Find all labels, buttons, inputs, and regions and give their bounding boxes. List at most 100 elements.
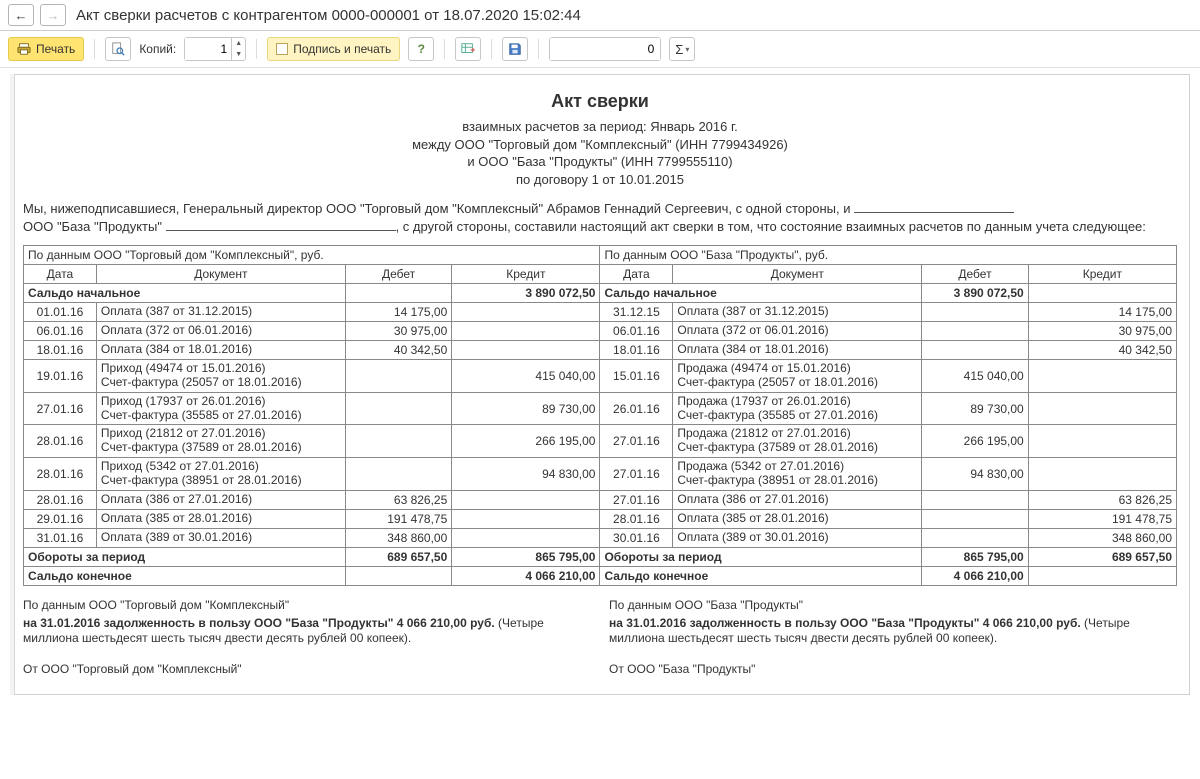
turn-right-credit: 689 657,50	[1028, 547, 1176, 566]
from-right: От ООО "База "Продукты"	[609, 662, 1177, 676]
spinner-up-icon[interactable]: ▲	[232, 38, 245, 49]
cell-right-debit: 266 195,00	[922, 425, 1028, 458]
table-row: 18.01.16Оплата (384 от 18.01.2016)40 342…	[24, 341, 1177, 360]
export-button[interactable]	[455, 37, 481, 61]
sigma-icon: Σ	[675, 42, 683, 57]
table-export-icon	[461, 42, 475, 56]
right-party-header: По данным ООО "База "Продукты", руб.	[600, 246, 1177, 265]
copies-input[interactable]	[185, 38, 231, 60]
table-row: 28.01.16Приход (5342 от 27.01.2016)Счет-…	[24, 458, 1177, 491]
cell-left-debit: 40 342,50	[345, 341, 451, 360]
para-text: , с другой стороны, составили настоящий …	[396, 219, 1146, 234]
cell-left-date: 28.01.16	[24, 490, 97, 509]
cell-right-doc: Продажа (21812 от 27.01.2016)Счет-фактур…	[673, 425, 922, 458]
separator	[256, 39, 257, 59]
cell-right-debit	[922, 528, 1028, 547]
checkbox-icon	[276, 43, 288, 55]
nav-back-button[interactable]: ←	[8, 4, 34, 26]
footer-left-body: на 31.01.2016 задолженность в пользу ООО…	[23, 616, 498, 630]
table-row: 01.01.16Оплата (387 от 31.12.2015)14 175…	[24, 303, 1177, 322]
cell-left-debit: 14 175,00	[345, 303, 451, 322]
sub-line: между ООО "Торговый дом "Комплексный" (И…	[412, 137, 788, 152]
para-text: Мы, нижеподписавшиеся, Генеральный дирек…	[23, 201, 854, 216]
close-label: Сальдо конечное	[600, 566, 922, 585]
footer-left: По данным ООО "Торговый дом "Комплексный…	[23, 598, 591, 676]
closing-balance-row: Сальдо конечное 4 066 210,00 Сальдо коне…	[24, 566, 1177, 585]
col-document: Документ	[673, 265, 922, 284]
toolbar: Печать Копий: ▲ ▼ Подпись и печать ?	[0, 31, 1200, 68]
cell-right-date: 06.01.16	[600, 322, 673, 341]
help-button[interactable]: ?	[408, 37, 434, 61]
spinner-down-icon[interactable]: ▼	[232, 49, 245, 60]
cell-right-date: 27.01.16	[600, 425, 673, 458]
doc-subheader: взаимных расчетов за период: Январь 2016…	[23, 118, 1177, 188]
separator	[444, 39, 445, 59]
cell-right-date: 28.01.16	[600, 509, 673, 528]
cell-right-credit	[1028, 458, 1176, 491]
cell-left-date: 01.01.16	[24, 303, 97, 322]
cell-left-debit: 348 860,00	[345, 528, 451, 547]
document: Акт сверки взаимных расчетов за период: …	[10, 74, 1190, 695]
cell-left-doc: Приход (5342 от 27.01.2016)Счет-фактура …	[96, 458, 345, 491]
col-document: Документ	[96, 265, 345, 284]
close-right-debit: 4 066 210,00	[922, 566, 1028, 585]
cell-right-credit: 14 175,00	[1028, 303, 1176, 322]
cell-right-debit	[922, 509, 1028, 528]
table-header-parties: По данным ООО "Торговый дом "Комплексный…	[24, 246, 1177, 265]
col-debit: Дебет	[922, 265, 1028, 284]
sign-and-stamp-button[interactable]: Подпись и печать	[267, 37, 400, 61]
save-button[interactable]	[502, 37, 528, 61]
copies-label: Копий:	[139, 42, 176, 56]
sum-input[interactable]	[550, 38, 660, 60]
cell-right-date: 15.01.16	[600, 360, 673, 393]
open-left-credit: 3 890 072,50	[452, 284, 600, 303]
diskette-icon	[508, 42, 522, 56]
cell-left-debit: 63 826,25	[345, 490, 451, 509]
opening-balance-row: Сальдо начальное 3 890 072,50 Сальдо нач…	[24, 284, 1177, 303]
footer-right-body: на 31.01.2016 задолженность в пользу ООО…	[609, 616, 1084, 630]
table-header-cols: Дата Документ Дебет Кредит Дата Документ…	[24, 265, 1177, 284]
cell-left-date: 28.01.16	[24, 458, 97, 491]
open-right-debit: 3 890 072,50	[922, 284, 1028, 303]
cell-right-doc: Оплата (385 от 28.01.2016)	[673, 509, 922, 528]
cell-right-date: 27.01.16	[600, 458, 673, 491]
sign-label: Подпись и печать	[293, 42, 391, 56]
doc-title: Акт сверки	[23, 91, 1177, 112]
table-row: 28.01.16 Оплата (386 от 27.01.2016) 63 826…	[24, 490, 1177, 509]
sub-line: и ООО "База "Продукты" (ИНН 7799555110)	[467, 154, 732, 169]
sum-value-box[interactable]	[549, 37, 661, 61]
help-icon: ?	[418, 42, 425, 56]
separator	[94, 39, 95, 59]
nav-forward-button[interactable]: →	[40, 4, 66, 26]
cell-left-date: 28.01.16	[24, 425, 97, 458]
cell-left-doc: Оплата (384 от 18.01.2016)	[96, 341, 345, 360]
blank-line	[854, 202, 1014, 214]
cell-left-credit: 89 730,00	[452, 392, 600, 425]
cell-left-debit	[345, 458, 451, 491]
preview-button[interactable]	[105, 37, 131, 61]
close-label: Сальдо конечное	[24, 566, 346, 585]
cell-right-date: 18.01.16	[600, 341, 673, 360]
open-label: Сальдо начальное	[24, 284, 346, 303]
from-left: От ООО "Торговый дом "Комплексный"	[23, 662, 591, 676]
document-area: Акт сверки взаимных расчетов за период: …	[0, 68, 1200, 715]
table-row: 28.01.16Приход (21812 от 27.01.2016)Счет…	[24, 425, 1177, 458]
sum-dropdown-button[interactable]: Σ ▾	[669, 37, 695, 61]
cell-right-doc: Оплата (386 от 27.01.2016)	[673, 490, 922, 509]
cell-right-credit: 348 860,00	[1028, 528, 1176, 547]
cell-left-credit: 415 040,00	[452, 360, 600, 393]
cell-left-date: 06.01.16	[24, 322, 97, 341]
titlebar: ← → Акт сверки расчетов с контрагентом 0…	[0, 0, 1200, 31]
cell-left-date: 27.01.16	[24, 392, 97, 425]
cell-right-debit	[922, 303, 1028, 322]
cell-left-doc: Приход (17937 от 26.01.2016)Счет-фактура…	[96, 392, 345, 425]
cell-right-doc: Продажа (5342 от 27.01.2016)Счет-фактура…	[673, 458, 922, 491]
open-label: Сальдо начальное	[600, 284, 922, 303]
magnifier-doc-icon	[111, 42, 125, 56]
cell-left-debit: 30 975,00	[345, 322, 451, 341]
cell-left-doc: Приход (49474 от 15.01.2016)Счет-фактура…	[96, 360, 345, 393]
print-button[interactable]: Печать	[8, 37, 84, 61]
copies-spinner[interactable]: ▲ ▼	[184, 37, 246, 61]
cell-right-credit: 40 342,50	[1028, 341, 1176, 360]
turn-right-debit: 865 795,00	[922, 547, 1028, 566]
